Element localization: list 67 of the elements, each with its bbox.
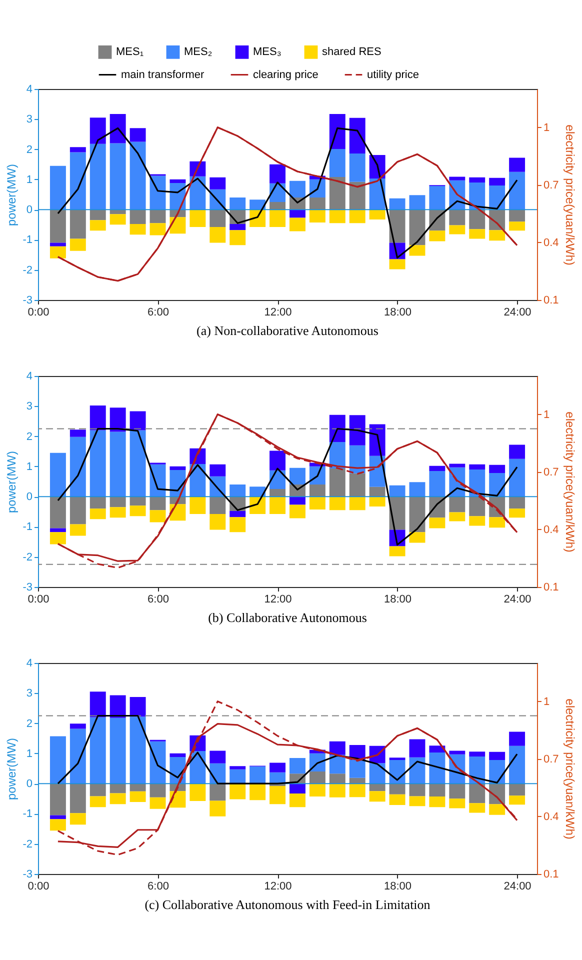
x-tick-label: 6:00 [148, 594, 169, 606]
x-tick-label: 18:00 [384, 594, 412, 606]
x-tick-label: 6:00 [148, 880, 169, 892]
legend-label: main transformer [121, 68, 204, 81]
y2-axis-title: electricity price(yuan/kWh) [562, 412, 577, 552]
y2-tick-label: 0.7 [544, 753, 559, 766]
y2-tick-label: 0.4 [544, 524, 559, 536]
y-tick-label: 4 [26, 84, 32, 96]
y2-tick-label: 1 [544, 122, 550, 134]
x-tick-label: 12:00 [264, 594, 292, 606]
text: (c) Collaborative Autonomous with Feed-in Limitation [144, 897, 431, 912]
legend-label: MES₃ [253, 46, 282, 58]
y-axis-title: power(MW) [4, 451, 19, 513]
y-tick-label: 4 [26, 658, 32, 670]
y-tick-label: 1 [26, 460, 32, 473]
y-tick-label: -2 [22, 264, 32, 276]
y-axis-title: power(MW) [4, 164, 19, 226]
y-tick-label: 3 [26, 688, 32, 700]
y2-axis-title: electricity price(yuan/kWh) [562, 698, 577, 840]
y-tick-label: 3 [26, 114, 32, 126]
y-tick-label: 1 [26, 748, 32, 760]
text: (a) Non-collaborative Autonomous [196, 323, 378, 338]
y-tick-label: 3 [26, 400, 32, 413]
y-tick-label: -3 [22, 868, 32, 880]
x-tick-label: 18:00 [384, 306, 412, 318]
y2-axis-title: electricity price(yuan/kWh) [562, 124, 577, 266]
x-tick-label: 6:00 [148, 306, 169, 318]
y2-tick-label: 0.1 [544, 582, 559, 594]
y2-tick-label: 0.4 [544, 810, 559, 823]
y-tick-label: 0 [26, 491, 32, 504]
y2-tick-label: 1 [544, 696, 550, 708]
x-tick-label: 24:00 [504, 880, 532, 892]
y-tick-label: 2 [26, 718, 32, 730]
y-tick-label: 0 [26, 778, 32, 790]
y-tick-label: 1 [26, 174, 32, 186]
legend-label: MES₂ [184, 46, 212, 58]
x-tick-label: 18:00 [384, 880, 412, 892]
x-tick-label: 24:00 [504, 594, 532, 606]
x-tick-label: 0:00 [28, 880, 50, 892]
y2-tick-label: 0.1 [544, 868, 559, 880]
y2-tick-label: 0.7 [544, 179, 559, 192]
y-tick-label: 4 [26, 370, 32, 382]
x-tick-label: 12:00 [264, 880, 292, 892]
y2-tick-label: 0.1 [544, 294, 559, 306]
x-tick-label: 0:00 [28, 306, 50, 318]
legend-label: utility price [367, 68, 419, 81]
legend-label: shared RES [322, 46, 382, 58]
legend-label: clearing price [253, 68, 318, 81]
y-tick-label: -2 [22, 551, 32, 564]
x-tick-label: 0:00 [28, 594, 50, 606]
y-tick-label: 2 [26, 430, 32, 443]
y-tick-label: -1 [22, 234, 32, 246]
y-axis-title: power(MW) [4, 738, 19, 800]
legend-label: MES₁ [116, 46, 144, 58]
text: (b) Collaborative Autonomous [208, 610, 367, 625]
y-tick-label: -1 [22, 521, 32, 534]
y-tick-label: -3 [22, 582, 32, 594]
y-tick-label: 0 [26, 204, 32, 216]
y-tick-label: 2 [26, 144, 32, 156]
y2-tick-label: 0.4 [544, 236, 559, 249]
x-tick-label: 12:00 [264, 306, 292, 318]
y2-tick-label: 0.7 [544, 466, 559, 478]
y2-tick-label: 1 [544, 408, 550, 421]
y-tick-label: -1 [22, 808, 32, 820]
y-tick-label: -3 [22, 294, 32, 306]
x-tick-label: 24:00 [504, 306, 532, 318]
y-tick-label: -2 [22, 838, 32, 850]
